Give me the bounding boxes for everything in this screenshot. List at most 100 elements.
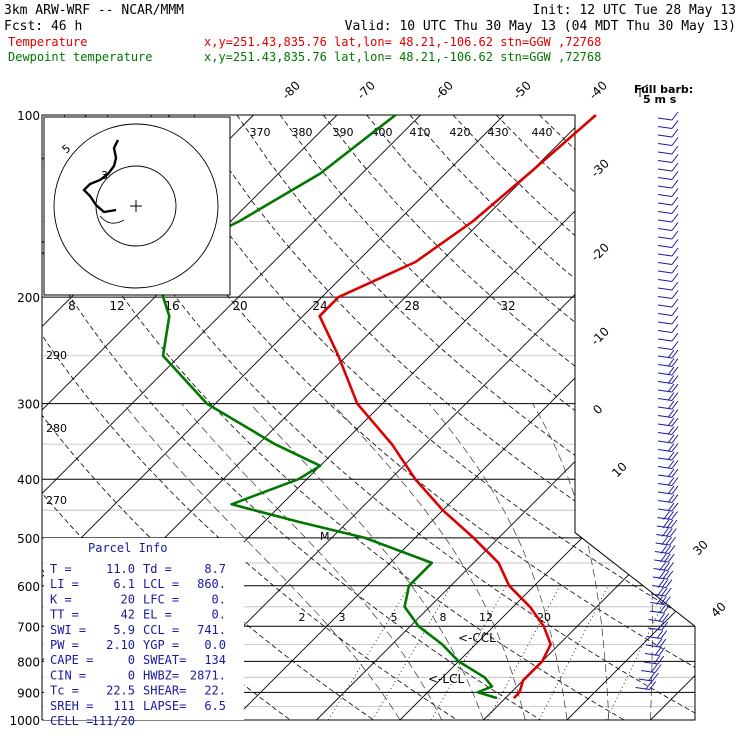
wind-barb-flag-icon <box>671 145 679 155</box>
init-time: Init: 12 UTC Tue 28 May 13 <box>533 3 737 18</box>
parcel-info-key: SHEAR= <box>143 684 186 698</box>
wind-barb-icon <box>657 440 673 444</box>
wind-barb-flag-icon <box>671 468 679 478</box>
wind-barb-icon <box>657 143 673 146</box>
wind-barb-flag-icon <box>660 596 667 605</box>
parcel-info-value: 111/20 <box>92 714 135 728</box>
wind-barb-icon <box>657 168 673 172</box>
wind-barb-flag-icon <box>667 392 675 401</box>
parcel-info-value: 6.1 <box>113 577 135 591</box>
wind-barb-flag-icon <box>667 562 674 571</box>
isotherm-label: -60 <box>432 78 456 102</box>
m-marker: M <box>320 530 330 543</box>
parcel-info-key: SWI = <box>50 623 86 637</box>
wind-barb-flag-icon <box>671 324 679 333</box>
wind-barb-icon <box>657 483 673 486</box>
parcel-info-key: EL = <box>143 608 172 622</box>
wind-barb-flag-icon <box>671 111 679 121</box>
pressure-tick-label: 1000 <box>9 714 40 728</box>
parcel-info-key: LCL = <box>143 577 179 591</box>
theta-label: 440 <box>532 126 553 139</box>
wind-barb-flag-icon <box>671 358 679 367</box>
wind-barb-flag-icon <box>671 341 679 350</box>
wind-barb-flag-icon <box>657 655 665 665</box>
wind-barb-icon <box>657 194 673 197</box>
wind-barb-icon <box>657 117 673 121</box>
wind-barb-icon <box>644 653 660 656</box>
pressure-tick-label: 900 <box>17 686 40 700</box>
wind-barb-flag-icon <box>667 349 675 359</box>
parcel-info-key: TT = <box>50 608 79 622</box>
wind-barb-flag-icon <box>667 485 675 495</box>
wind-barb-icon <box>645 644 661 648</box>
hodograph: 53 <box>43 116 231 296</box>
wind-barb-flag-icon <box>671 375 679 384</box>
parcel-info-key: CELL = <box>50 714 93 728</box>
theta-left-label: 280 <box>46 422 67 435</box>
parcel-info-value: 5.9 <box>113 623 135 637</box>
mixing-ratio-line <box>327 585 410 720</box>
theta-label: 420 <box>450 126 471 139</box>
wind-barb-icon <box>657 296 673 299</box>
isotherm-line <box>734 115 740 720</box>
mixing-ratio-line <box>430 585 507 720</box>
wind-barb-flag-icon <box>671 137 679 146</box>
wind-barb-flag-icon <box>659 638 667 648</box>
parcel-info-key: SWEAT= <box>143 653 186 667</box>
parcel-info-value: 741. <box>197 623 226 637</box>
wind-barb-flag-icon <box>657 621 665 631</box>
hodograph-speed-label: 28 <box>404 299 419 313</box>
wind-barb-flag-icon <box>671 417 679 427</box>
wind-barb-flag-icon <box>656 596 663 605</box>
wind-barb-icon <box>657 355 673 359</box>
wind-barb-flag-icon <box>671 511 678 520</box>
pressure-tick-label: 100 <box>17 109 40 123</box>
moist-adiabat <box>428 403 568 720</box>
wind-barb-icon <box>657 253 673 257</box>
wind-barb-icon <box>657 160 673 163</box>
wind-barb-flag-icon <box>671 426 679 435</box>
mixing-ratio-label: 3 <box>339 611 346 624</box>
valid-time: Valid: 10 UTC Thu 30 May 13 (04 MDT Thu … <box>345 19 736 34</box>
mixing-ratio-label: 8 <box>440 611 447 624</box>
moist-adiabat <box>629 403 653 720</box>
parcel-info-box: Parcel Info T = 11.0 Td = 8.7 LI = 6.1 LCL = 860… <box>44 538 244 728</box>
dewpoint-label: Dewpoint temperature <box>8 50 153 64</box>
mixing-ratio-line <box>372 585 452 720</box>
isotherm-line <box>42 115 421 720</box>
parcel-info-key: Td = <box>143 562 172 576</box>
wind-barb-flag-icon <box>661 528 669 537</box>
dry-adiabat <box>582 115 695 720</box>
isotherm-line <box>42 115 338 720</box>
wind-barb-icon <box>657 151 673 155</box>
wind-barb-flag-icon <box>661 621 669 631</box>
temperature-label: Temperature <box>8 35 87 49</box>
wind-barb-flag-icon <box>665 528 673 537</box>
parcel-info-value: 20 <box>121 592 135 606</box>
theta-label: 370 <box>250 126 271 139</box>
wind-barb-flag-icon <box>650 664 658 673</box>
wind-barb-icon <box>657 134 673 138</box>
wind-barb-icon <box>657 338 673 342</box>
wind-barb-flag-icon <box>671 179 679 189</box>
wind-barb-icon <box>647 627 662 631</box>
mixing-ratio-label: 5 <box>391 611 398 624</box>
theta-label: 430 <box>488 126 509 139</box>
wind-barb-flag-icon <box>664 545 672 554</box>
parcel-info-value: 22. <box>204 684 226 698</box>
pressure-tick-label: 400 <box>17 473 40 487</box>
wind-barb-flag-icon <box>671 383 679 393</box>
dry-adiabat <box>322 115 695 720</box>
wind-barb-flag-icon <box>656 587 664 597</box>
hodograph-speed-label: 24 <box>312 299 327 313</box>
parcel-info-value: 860. <box>197 577 226 591</box>
wind-barb-flag-icon <box>649 681 657 690</box>
wind-barb-icon <box>657 270 673 274</box>
mixing-ratio-line <box>606 585 672 720</box>
isotherm-label: 10 <box>609 459 630 480</box>
wind-barb-flag-icon <box>667 511 674 520</box>
isotherm-line <box>483 115 695 720</box>
wind-barb-flag-icon <box>656 630 664 639</box>
wind-barb-icon <box>657 381 673 384</box>
